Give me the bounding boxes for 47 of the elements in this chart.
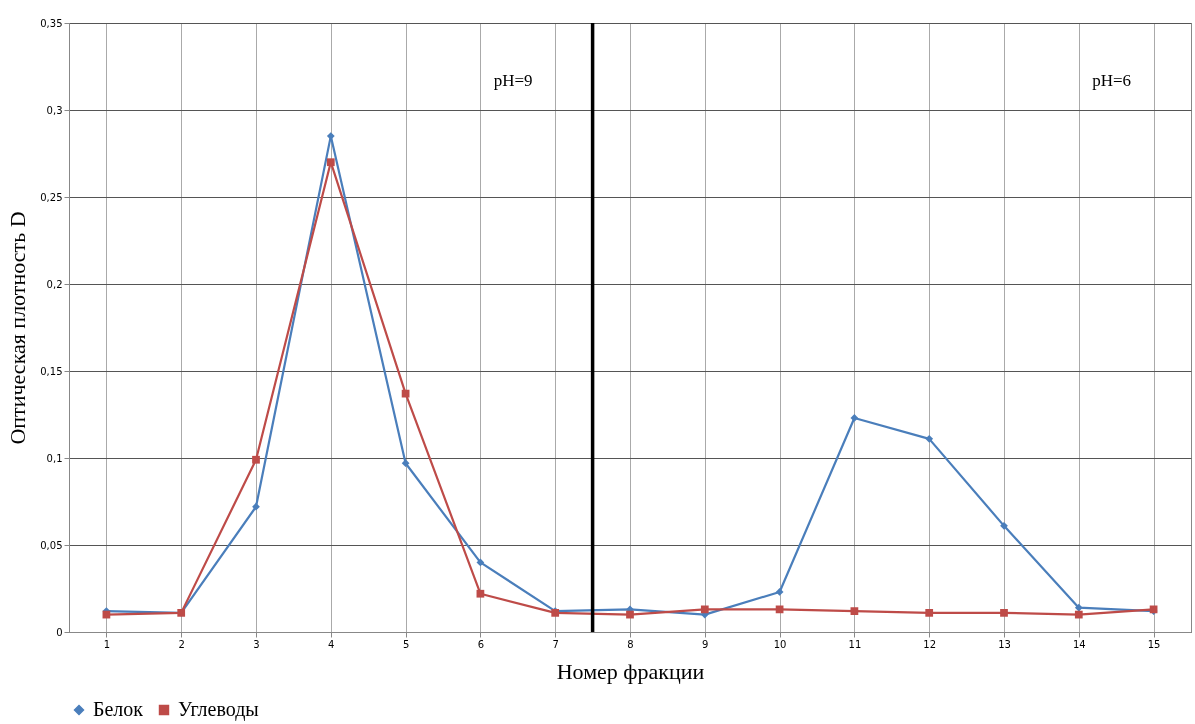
y-tick-label: 0 bbox=[56, 626, 63, 638]
x-tick-label: 3 bbox=[253, 638, 260, 650]
point bbox=[326, 132, 335, 140]
point bbox=[925, 434, 934, 443]
point bbox=[850, 414, 859, 422]
x-tick-label: 6 bbox=[477, 638, 485, 650]
legend-label: Углеводы bbox=[178, 698, 259, 721]
point bbox=[1000, 608, 1008, 617]
legend-label: Белок bbox=[93, 698, 144, 720]
y-tick-label: 0,1 bbox=[46, 452, 63, 464]
point bbox=[252, 455, 260, 464]
point bbox=[476, 589, 485, 598]
x-axis-title: Номер фракции bbox=[556, 658, 705, 684]
annotation: pH=9 bbox=[493, 71, 533, 90]
point bbox=[626, 610, 634, 619]
x-tick-label: 4 bbox=[328, 638, 335, 650]
point bbox=[326, 158, 335, 167]
point bbox=[850, 607, 859, 615]
point bbox=[252, 502, 260, 511]
x-tick-label: 14 bbox=[1072, 638, 1086, 650]
x-tick-label: 1 bbox=[103, 638, 111, 650]
x-tick-label: 15 bbox=[1147, 638, 1161, 650]
x-tick-label: 8 bbox=[627, 638, 634, 650]
point bbox=[1074, 610, 1083, 619]
point bbox=[700, 605, 709, 614]
annotation: pH=6 bbox=[1092, 71, 1131, 90]
y-tick-label: 0,35 bbox=[40, 17, 63, 29]
y-tick-label: 0,3 bbox=[46, 104, 63, 116]
point bbox=[476, 558, 485, 567]
x-tick-label: 13 bbox=[998, 638, 1011, 650]
x-tick-label: 10 bbox=[773, 638, 787, 650]
x-tick-label: 12 bbox=[923, 638, 937, 650]
x-tick-label: 2 bbox=[178, 638, 185, 650]
y-tick-label: 0,05 bbox=[40, 539, 63, 551]
x-tick-label: 9 bbox=[702, 638, 709, 650]
y-tick-label: 0,25 bbox=[40, 191, 63, 203]
point bbox=[1000, 521, 1008, 530]
x-tick-label: 5 bbox=[402, 638, 410, 650]
x-tick-label: 11 bbox=[848, 638, 862, 650]
point bbox=[925, 608, 934, 617]
y-axis-title: Оптическая плотность D bbox=[5, 211, 31, 445]
point bbox=[1074, 603, 1083, 612]
x-tick-label: 7 bbox=[552, 638, 559, 650]
y-tick-label: 0,2 bbox=[46, 278, 63, 290]
point bbox=[401, 459, 410, 468]
y-tick-label: 0,15 bbox=[40, 365, 63, 377]
point bbox=[775, 588, 784, 596]
